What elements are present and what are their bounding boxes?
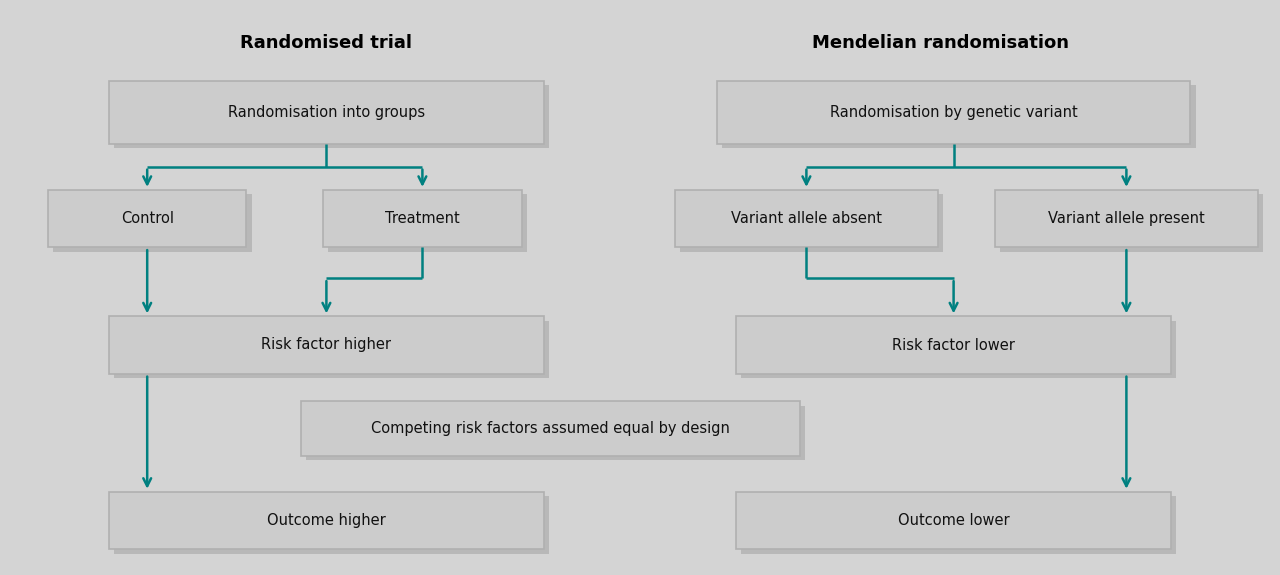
Text: Mendelian randomisation: Mendelian randomisation [813,34,1069,52]
FancyBboxPatch shape [114,496,549,554]
Text: Treatment: Treatment [385,211,460,226]
FancyBboxPatch shape [676,190,937,247]
FancyBboxPatch shape [681,194,942,252]
FancyBboxPatch shape [741,496,1176,554]
FancyBboxPatch shape [109,81,544,144]
FancyBboxPatch shape [306,406,805,460]
FancyBboxPatch shape [109,492,544,549]
Text: Outcome higher: Outcome higher [268,513,385,528]
FancyBboxPatch shape [996,190,1257,247]
FancyBboxPatch shape [741,321,1176,378]
FancyBboxPatch shape [736,492,1171,549]
Text: Competing risk factors assumed equal by design: Competing risk factors assumed equal by … [371,421,730,436]
Text: Variant allele present: Variant allele present [1048,211,1204,226]
Text: Risk factor higher: Risk factor higher [261,338,392,352]
FancyBboxPatch shape [49,190,246,247]
Text: Randomisation into groups: Randomisation into groups [228,105,425,120]
FancyBboxPatch shape [328,194,527,252]
FancyBboxPatch shape [1001,194,1262,252]
FancyBboxPatch shape [736,316,1171,374]
FancyBboxPatch shape [114,85,549,148]
FancyBboxPatch shape [717,81,1190,144]
Text: Outcome lower: Outcome lower [897,513,1010,528]
Text: Randomised trial: Randomised trial [241,34,412,52]
Text: Risk factor lower: Risk factor lower [892,338,1015,352]
Text: Variant allele absent: Variant allele absent [731,211,882,226]
FancyBboxPatch shape [323,190,522,247]
Text: Randomisation by genetic variant: Randomisation by genetic variant [829,105,1078,120]
Text: Control: Control [120,211,174,226]
FancyBboxPatch shape [301,401,800,455]
FancyBboxPatch shape [109,316,544,374]
FancyBboxPatch shape [54,194,251,252]
FancyBboxPatch shape [722,85,1196,148]
FancyBboxPatch shape [114,321,549,378]
